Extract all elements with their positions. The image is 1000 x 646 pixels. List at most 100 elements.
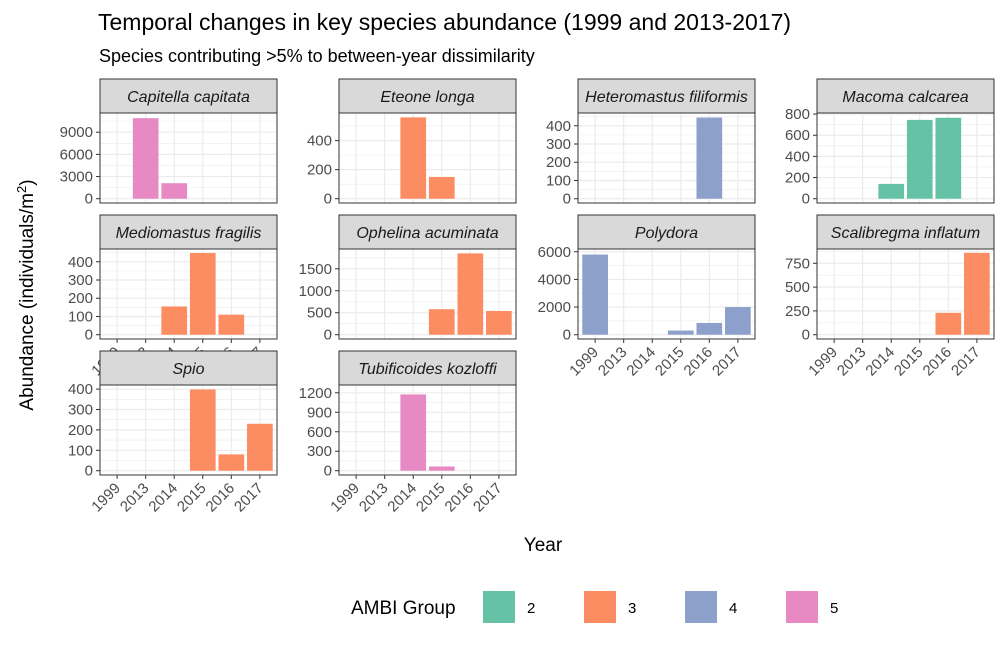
bar-polydora-2015	[667, 330, 694, 335]
x-tick-label: 2013	[356, 480, 392, 516]
legend-label-4: 4	[729, 600, 737, 617]
y-tick-label: 200	[546, 154, 571, 171]
strip-label: Tubificoides kozloffi	[358, 361, 497, 378]
y-tick-label: 100	[68, 308, 93, 325]
y-axis-title-close: )	[17, 179, 38, 185]
x-tick-label: 1999	[88, 480, 124, 516]
y-tick-label: 9000	[60, 124, 93, 141]
bar-eteone-longa-2014	[400, 117, 427, 199]
x-tick-label: 2016	[681, 344, 717, 380]
x-tick-label: 2017	[470, 480, 506, 516]
bar-polydora-2017	[725, 307, 751, 335]
x-tick-label: 2014	[623, 344, 659, 380]
panel-background	[578, 113, 755, 203]
y-tick-label: 100	[546, 172, 571, 189]
panel-border	[338, 112, 517, 204]
panel-scalibregma-inflatum: Scalibregma inflatum02505007501999201320…	[785, 214, 995, 380]
bar-tubificoides-kozloffi-2014	[400, 394, 427, 471]
x-tick-label: 2015	[652, 344, 688, 380]
bar-macoma-calcarea-2015	[906, 119, 933, 199]
y-tick-label: 200	[785, 170, 810, 187]
bar-macoma-calcarea-2016	[935, 117, 962, 199]
bar-ophelina-acuminata-2016	[457, 253, 484, 335]
y-axis-title-superscript: 2	[14, 186, 29, 193]
y-tick-label: 0	[85, 327, 93, 344]
bar-ophelina-acuminata-2015	[428, 309, 455, 335]
y-axis-title-main: Abundance (individuals/m	[17, 193, 38, 411]
panel-capitella-capitata: Capitella capitata 0 3000 6000 9000	[60, 78, 278, 208]
panel-border	[99, 112, 278, 204]
chart-title: Temporal changes in key species abundanc…	[98, 9, 791, 35]
legend: AMBI Group 2 3 4 5	[351, 591, 838, 623]
y-tick-label: 750	[785, 255, 810, 272]
y-tick-label: 500	[785, 279, 810, 296]
strip-background	[816, 214, 995, 250]
x-tick-label: 2013	[834, 344, 870, 380]
y-tick-label: 600	[307, 424, 332, 441]
panel-border	[577, 248, 756, 340]
y-tick-label: 200	[307, 162, 332, 179]
x-tick-label: 2015	[174, 480, 210, 516]
y-tick-label: 300	[68, 272, 93, 289]
panel-border	[816, 112, 995, 204]
y-tick-label: 0	[324, 327, 332, 344]
strip-label: Heteromastus filiformis	[585, 89, 748, 106]
panel-border	[338, 384, 517, 476]
legend-key-3	[584, 591, 616, 623]
legend-label-3: 3	[628, 600, 636, 617]
y-tick-label: 0	[85, 463, 93, 480]
y-tick-label: 300	[546, 136, 571, 153]
y-tick-label: 300	[68, 401, 93, 418]
panel-eteone-longa: Eteone longa 0 200 400	[307, 78, 517, 208]
strip-background	[338, 78, 517, 114]
bar-spio-2015	[189, 389, 216, 471]
bar-mediomastus-fragilis-2016	[218, 314, 245, 335]
y-tick-label: 6000	[538, 244, 571, 261]
y-tick-label: 200	[68, 422, 93, 439]
strip-background	[99, 78, 278, 114]
bar-heteromastus-filiformis-2016	[696, 117, 723, 199]
bar-polydora-1999	[582, 254, 608, 335]
bar-mediomastus-fragilis-2015	[189, 253, 216, 335]
x-tick-label: 2016	[442, 480, 478, 516]
bar-polydora-2016	[696, 322, 723, 335]
x-tick-label: 2015	[891, 344, 927, 380]
strip-label: Macoma calcarea	[842, 89, 968, 106]
y-tick-label: 0	[802, 327, 810, 344]
panel-border	[99, 384, 278, 476]
y-tick-label: 0	[563, 191, 571, 208]
panel-macoma-calcarea: Macoma calcarea 0 200 400 600 800	[785, 78, 995, 208]
bar-ophelina-acuminata-2017	[486, 310, 512, 335]
x-tick-label: 2015	[413, 480, 449, 516]
strip-label: Polydora	[635, 225, 698, 242]
x-tick-label: 1999	[327, 480, 363, 516]
strip-background	[338, 214, 517, 250]
y-tick-label: 300	[307, 443, 332, 460]
y-tick-label: 400	[546, 118, 571, 135]
chart-subtitle: Species contributing >5% to between-year…	[99, 46, 535, 66]
panel-border	[816, 248, 995, 340]
y-tick-label: 3000	[60, 169, 93, 186]
strip-label: Ophelina acuminata	[356, 225, 498, 242]
x-tick-label: 2014	[384, 480, 420, 516]
y-tick-label: 1200	[299, 385, 332, 402]
y-tick-label: 1500	[299, 261, 332, 278]
y-tick-label: 200	[68, 290, 93, 307]
legend-key-2	[483, 591, 515, 623]
x-tick-label: 1999	[566, 344, 602, 380]
y-tick-label: 0	[563, 327, 571, 344]
strip-label: Capitella capitata	[127, 89, 250, 106]
strip-label: Spio	[172, 361, 204, 378]
panel-spio: Spio 0 100 200 300 400 19992013201420152016201…	[68, 350, 278, 516]
panel-ophelina-acuminata: Ophelina acuminata 0 500 1000 1500	[299, 214, 517, 344]
y-tick-label: 0	[324, 463, 332, 480]
y-tick-label: 400	[307, 133, 332, 150]
bar-tubificoides-kozloffi-2015	[428, 466, 455, 471]
y-tick-label: 4000	[538, 271, 571, 288]
y-tick-label: 6000	[60, 146, 93, 163]
x-tick-label: 2017	[709, 344, 745, 380]
y-tick-label: 400	[68, 254, 93, 271]
y-tick-label: 600	[785, 127, 810, 144]
